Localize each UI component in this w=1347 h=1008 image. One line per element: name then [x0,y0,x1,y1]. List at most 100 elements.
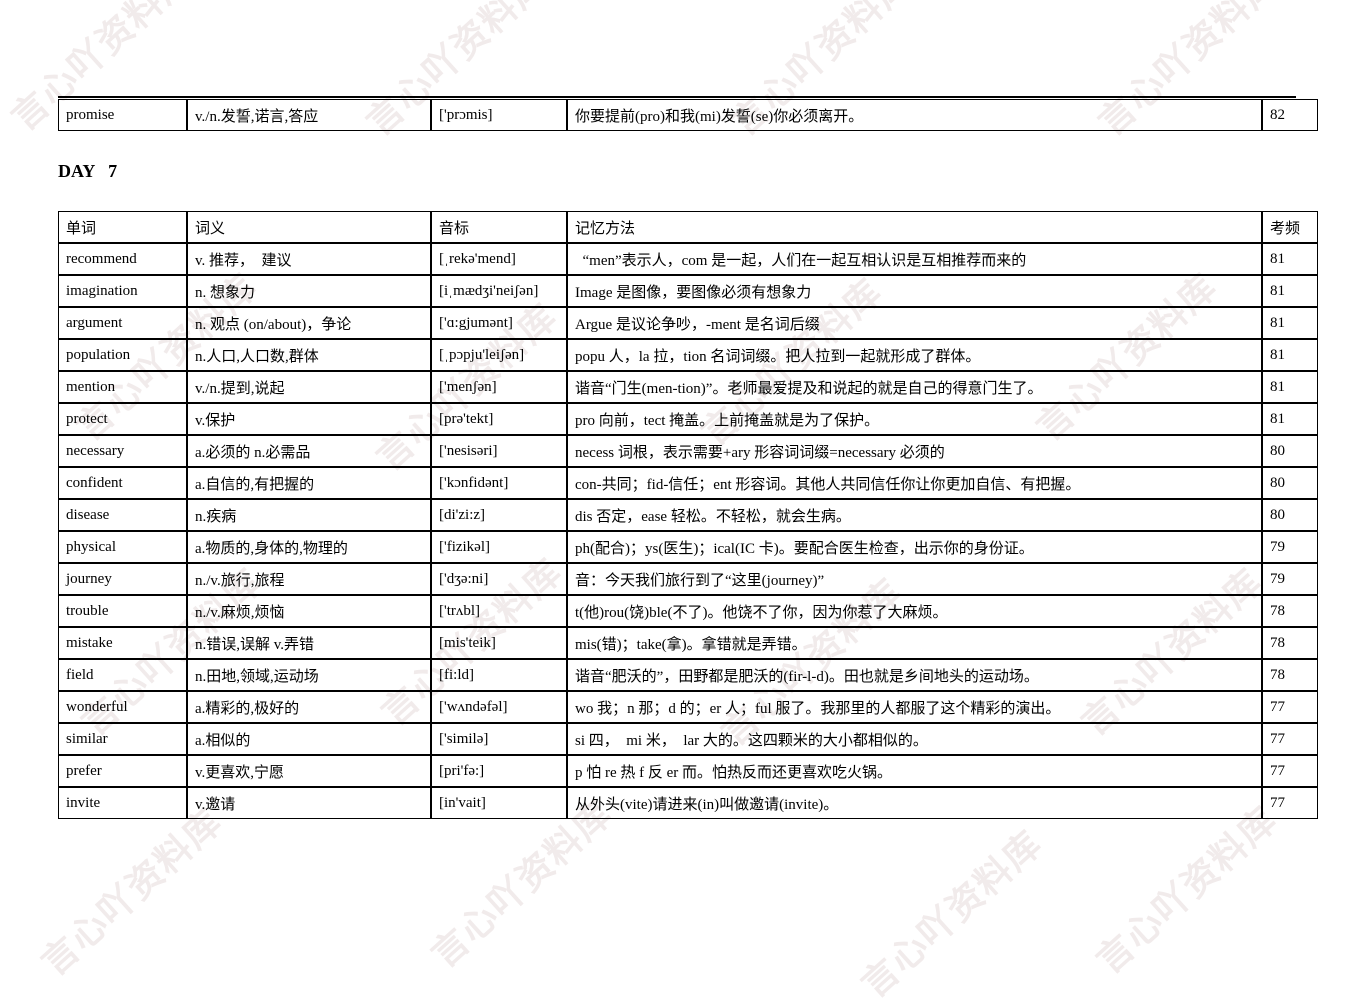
header-word: 单词 [58,211,187,243]
word-cell: mention [58,371,187,403]
meaning-cell: a.自信的,有把握的 [187,467,431,499]
meaning-cell: n.人口,人口数,群体 [187,339,431,371]
phonetic-cell: [di'zi:z] [431,499,567,531]
meaning-cell: v.保护 [187,403,431,435]
freq-cell: 80 [1262,499,1318,531]
meaning-cell: n./v.麻烦,烦恼 [187,595,431,627]
phonetic-cell: [pri'fə:] [431,755,567,787]
word-cell: imagination [58,275,187,307]
table-row: trouble n./v.麻烦,烦恼 ['trʌbl] t(他)rou(饶)ble(不… [58,595,1318,627]
freq-cell: 78 [1262,627,1318,659]
phonetic-cell: ['fizikəl] [431,531,567,563]
freq-cell: 78 [1262,659,1318,691]
table-row: similar a.相似的 ['similə] si 四， mi 米， lar 大的。… [58,723,1318,755]
meaning-cell: n.疾病 [187,499,431,531]
phonetic-cell: [prə'tekt] [431,403,567,435]
word-cell: confident [58,467,187,499]
meaning-cell: a.相似的 [187,723,431,755]
meaning-cell: n. 想象力 [187,275,431,307]
phonetic-cell: [ˌpɔpju'leiʃən] [431,339,567,371]
table-row: invite v.邀请 [in'vait] 从外头(vite)请进来(in)叫做邀请(… [58,787,1318,819]
freq-cell: 81 [1262,403,1318,435]
method-cell: 谐音“门生(men-tion)”。老师最爱提及和说起的就是自己的得意门生了。 [567,371,1262,403]
promise-carryover-table: promise v./n.发誓,诺言,答应 ['prɔmis] 你要提前(pro… [58,99,1318,131]
method-cell: mis(错)；take(拿)。拿错就是弄错。 [567,627,1262,659]
meaning-cell: v./n.发誓,诺言,答应 [187,99,431,131]
table-row: mistake n.错误,误解 v.弄错 [mis'teik] mis(错)；take… [58,627,1318,659]
method-cell: necess 词根，表示需要+ary 形容词词缀=necessary 必须的 [567,435,1262,467]
phonetic-cell: ['prɔmis] [431,99,567,131]
phonetic-cell: [iˌmædʒi'neiʃən] [431,275,567,307]
word-cell: invite [58,787,187,819]
meaning-cell: v. 推荐， 建议 [187,243,431,275]
vocab-table-body: recommend v. 推荐， 建议 [ˌrekə'mend] “men”表示人，… [58,243,1318,819]
meaning-cell: v./n.提到,说起 [187,371,431,403]
table-row: journey n./v.旅行,旅程 ['dʒə:ni] 音：今天我们旅行到了“这里(… [58,563,1318,595]
word-cell: argument [58,307,187,339]
freq-cell: 80 [1262,435,1318,467]
freq-cell: 82 [1262,99,1318,131]
table-row: promise v./n.发誓,诺言,答应 ['prɔmis] 你要提前(pro… [58,99,1318,131]
method-cell: “men”表示人，com 是一起，人们在一起互相认识是互相推荐而来的 [567,243,1262,275]
meaning-cell: v.邀请 [187,787,431,819]
table-row: population n.人口,人口数,群体 [ˌpɔpju'leiʃən] popu… [58,339,1318,371]
word-cell: population [58,339,187,371]
freq-cell: 77 [1262,787,1318,819]
phonetic-cell: ['similə] [431,723,567,755]
phonetic-cell: [in'vait] [431,787,567,819]
freq-cell: 81 [1262,307,1318,339]
method-cell: t(他)rou(饶)ble(不了)。他饶不了你，因为你惹了大麻烦。 [567,595,1262,627]
table-row: confident a.自信的,有把握的 ['kɔnfidənt] con-共同；fi… [58,467,1318,499]
word-cell: field [58,659,187,691]
freq-cell: 81 [1262,243,1318,275]
meaning-cell: n. 观点 (on/about)，争论 [187,307,431,339]
method-cell: popu 人，la 拉，tion 名词词缀。把人拉到一起就形成了群体。 [567,339,1262,371]
freq-cell: 77 [1262,723,1318,755]
meaning-cell: a.物质的,身体的,物理的 [187,531,431,563]
word-cell: physical [58,531,187,563]
phonetic-cell: ['kɔnfidənt] [431,467,567,499]
table-row: prefer v.更喜欢,宁愿 [pri'fə:] p 怕 re 热 f 反 er 而… [58,755,1318,787]
table-row: protect v.保护 [prə'tekt] pro 向前，tect 掩盖。上前掩盖… [58,403,1318,435]
table-row: wonderful a.精彩的,极好的 ['wʌndəfəl] wo 我；n 那；d … [58,691,1318,723]
method-cell: p 怕 re 热 f 反 er 而。怕热反而还更喜欢吃火锅。 [567,755,1262,787]
method-cell: Image 是图像，要图像必须有想象力 [567,275,1262,307]
method-cell: si 四， mi 米， lar 大的。这四颗米的大小都相似的。 [567,723,1262,755]
method-cell: pro 向前，tect 掩盖。上前掩盖就是为了保护。 [567,403,1262,435]
freq-cell: 79 [1262,563,1318,595]
table-header-row: 单词 词义 音标 记忆方法 考频 [58,211,1318,243]
table-row: field n.田地,领域,运动场 [fi:ld] 谐音“肥沃的”，田野都是肥沃的(f… [58,659,1318,691]
freq-cell: 81 [1262,339,1318,371]
word-cell: promise [58,99,187,131]
table-continuation-border [58,96,1296,98]
word-cell: trouble [58,595,187,627]
document-page: promise v./n.发誓,诺言,答应 ['prɔmis] 你要提前(pro… [58,96,1318,819]
method-cell: wo 我；n 那；d 的；er 人；ful 服了。我那里的人都服了这个精彩的演出… [567,691,1262,723]
method-cell: con-共同；fid-信任；ent 形容词。其他人共同信任你让你更加自信、有把握… [567,467,1262,499]
table-row: imagination n. 想象力 [iˌmædʒi'neiʃən] Image 是… [58,275,1318,307]
method-cell: 音：今天我们旅行到了“这里(journey)” [567,563,1262,595]
meaning-cell: a.精彩的,极好的 [187,691,431,723]
table-row: mention v./n.提到,说起 ['menʃən] 谐音“门生(men-tion… [58,371,1318,403]
freq-cell: 81 [1262,371,1318,403]
meaning-cell: n.错误,误解 v.弄错 [187,627,431,659]
phonetic-cell: [fi:ld] [431,659,567,691]
word-cell: protect [58,403,187,435]
header-freq: 考频 [1262,211,1318,243]
method-cell: Argue 是议论争吵，-ment 是名词后缀 [567,307,1262,339]
method-cell: 谐音“肥沃的”，田野都是肥沃的(fir-l-d)。田也就是乡间地头的运动场。 [567,659,1262,691]
phonetic-cell: [ˌrekə'mend] [431,243,567,275]
freq-cell: 78 [1262,595,1318,627]
phonetic-cell: [mis'teik] [431,627,567,659]
phonetic-cell: ['dʒə:ni] [431,563,567,595]
word-cell: disease [58,499,187,531]
table-row: physical a.物质的,身体的,物理的 ['fizikəl] ph(配合)；ys… [58,531,1318,563]
header-method: 记忆方法 [567,211,1262,243]
freq-cell: 81 [1262,275,1318,307]
method-cell: 你要提前(pro)和我(mi)发誓(se)你必须离开。 [567,99,1262,131]
phonetic-cell: ['menʃən] [431,371,567,403]
section-title: DAY 7 [58,161,118,181]
phonetic-cell: ['wʌndəfəl] [431,691,567,723]
header-phonetic: 音标 [431,211,567,243]
method-cell: 从外头(vite)请进来(in)叫做邀请(invite)。 [567,787,1262,819]
